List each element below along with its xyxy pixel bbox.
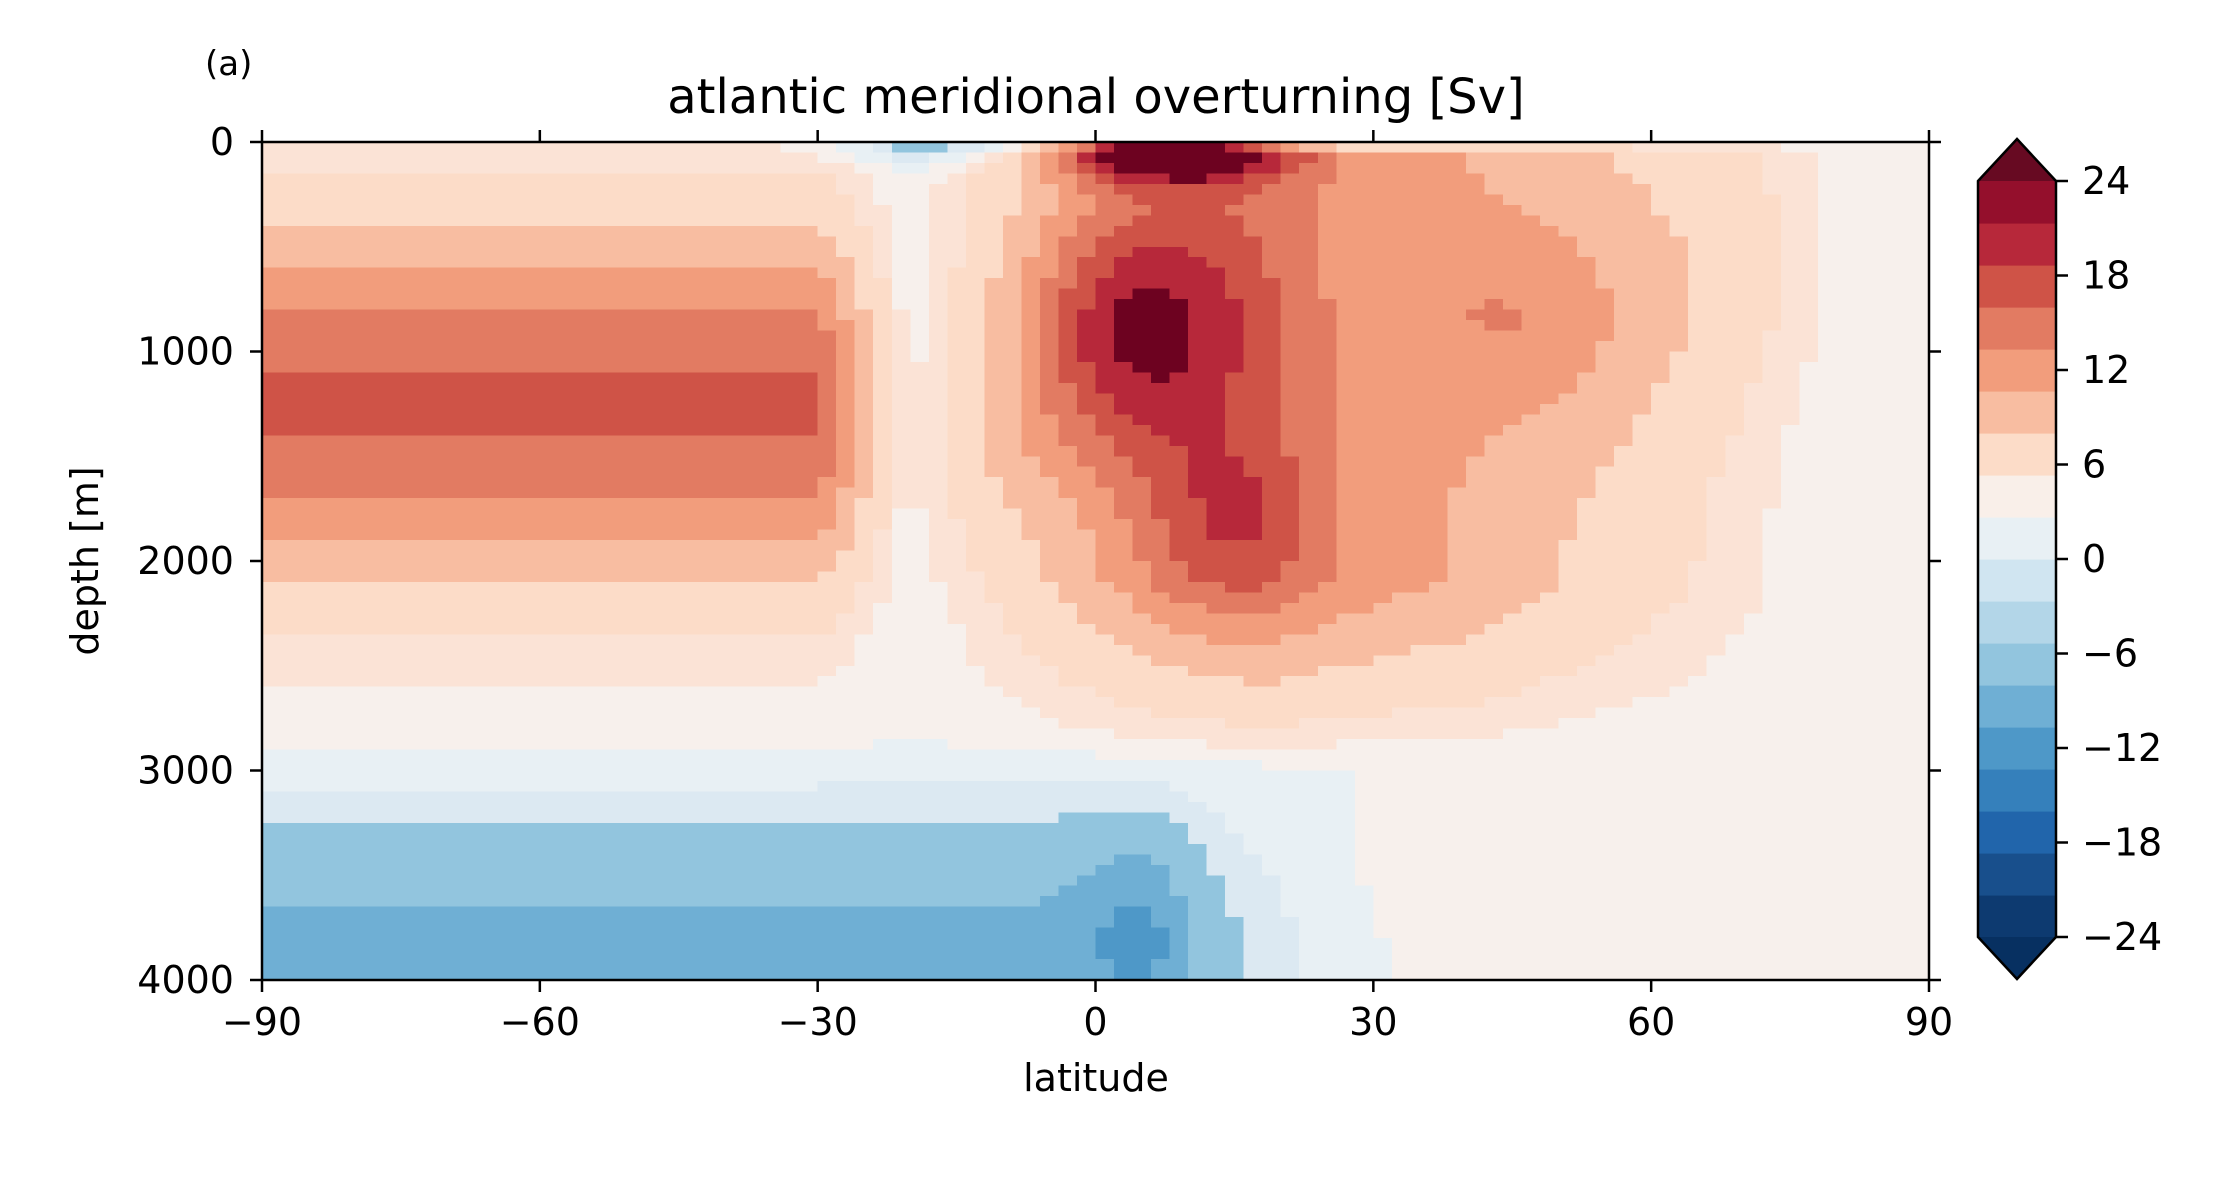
y-axis-label: depth [m] <box>63 466 107 655</box>
colorbar-band <box>1978 895 2056 938</box>
x-tick-label: −90 <box>222 1000 302 1044</box>
colorbar-band <box>1978 181 2056 224</box>
panel-label: (a) <box>205 44 252 84</box>
colorbar-band <box>1978 601 2056 644</box>
colorbar-band <box>1978 769 2056 812</box>
x-axis: −90 −60 −30 0 30 60 90 <box>222 130 1953 1044</box>
colorbar-band <box>1978 643 2056 686</box>
x-tick-label: 90 <box>1905 1000 1953 1044</box>
colorbar-band <box>1978 559 2056 602</box>
colorbar-tick-label: −12 <box>2082 726 2162 770</box>
y-tick-label: 1000 <box>137 330 234 374</box>
colorbar-tick-label: 0 <box>2082 537 2106 581</box>
colorbar-tick-label: −24 <box>2082 915 2162 959</box>
colorbar-band <box>1978 475 2056 518</box>
y-tick-label: 4000 <box>137 958 234 1002</box>
colorbar-band <box>1978 685 2056 728</box>
colorbar-tick-label: 18 <box>2082 254 2130 298</box>
colorbar-band <box>1978 517 2056 560</box>
chart-title: atlantic meridional overturning [Sv] <box>667 69 1525 125</box>
x-tick-label: −60 <box>500 1000 580 1044</box>
colorbar-band <box>1978 349 2056 392</box>
y-tick-label: 3000 <box>137 749 234 793</box>
plot-area <box>260 140 1931 982</box>
colorbar-tick-label: 6 <box>2082 443 2106 487</box>
colorbar-band <box>1978 811 2056 854</box>
colorbar-band <box>1978 265 2056 308</box>
x-axis-label: latitude <box>1023 1056 1169 1100</box>
x-tick-label: 30 <box>1349 1000 1397 1044</box>
colorbar-tick-label: 24 <box>2082 159 2130 203</box>
colorbar-band <box>1978 307 2056 350</box>
y-tick-label: 2000 <box>137 539 234 583</box>
colorbar: 24 18 12 6 0 −6 −12 −18 −24 <box>1976 137 2162 981</box>
colorbar-band <box>1978 853 2056 896</box>
colorbar-band <box>1978 391 2056 434</box>
colorbar-extend-top <box>1978 139 2056 181</box>
colorbar-tick-label: −18 <box>2082 821 2162 865</box>
colorbar-band <box>1978 223 2056 266</box>
overturning-field <box>262 142 1929 980</box>
colorbar-tick-label: 12 <box>2082 348 2130 392</box>
y-axis: 0 1000 2000 3000 4000 <box>137 120 1941 1002</box>
x-tick-label: 60 <box>1627 1000 1675 1044</box>
x-tick-label: 0 <box>1083 1000 1107 1044</box>
colorbar-tick-label: −6 <box>2082 632 2138 676</box>
colorbar-extend-bottom <box>1978 937 2056 979</box>
x-tick-label: −30 <box>778 1000 858 1044</box>
colorbar-band <box>1978 433 2056 476</box>
colorbar-band <box>1978 727 2056 770</box>
y-tick-label: 0 <box>210 120 234 164</box>
